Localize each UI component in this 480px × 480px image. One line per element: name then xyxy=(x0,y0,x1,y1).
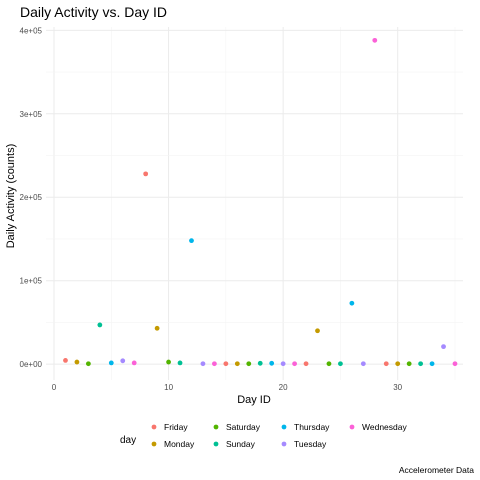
chart-title: Daily Activity vs. Day ID xyxy=(20,4,167,20)
data-point xyxy=(361,361,366,366)
data-point xyxy=(235,361,240,366)
y-tick-label: 4e+05 xyxy=(20,26,43,35)
data-point xyxy=(384,361,389,366)
legend: day Friday Monday Saturday Sunday Thursday Tu… xyxy=(120,422,407,449)
y-tick-label: 2e+05 xyxy=(20,193,43,202)
legend-key xyxy=(152,425,157,430)
legend-label: Sunday xyxy=(226,439,256,449)
data-point xyxy=(292,361,297,366)
legend-key xyxy=(214,425,219,430)
legend-label: Tuesday xyxy=(294,439,327,449)
data-point xyxy=(63,358,68,363)
y-tick-labels: 0e+00 1e+05 2e+05 3e+05 4e+05 xyxy=(20,26,43,369)
y-axis-title: Daily Activity (counts) xyxy=(5,144,17,249)
data-point xyxy=(212,361,217,366)
x-tick-label: 10 xyxy=(164,383,173,392)
legend-label: Monday xyxy=(164,439,195,449)
data-point xyxy=(281,361,286,366)
legend-key xyxy=(282,425,287,430)
data-point xyxy=(395,361,400,366)
data-point xyxy=(246,361,251,366)
data-point xyxy=(189,238,194,243)
y-tick-label: 1e+05 xyxy=(20,277,43,286)
grid-lines xyxy=(46,27,463,380)
data-point xyxy=(109,360,114,365)
data-point xyxy=(407,361,412,366)
y-tick-label: 0e+00 xyxy=(20,360,43,369)
data-point xyxy=(86,361,91,366)
data-point xyxy=(315,328,320,333)
legend-label: Thursday xyxy=(294,422,330,432)
x-tick-label: 0 xyxy=(52,383,57,392)
data-point xyxy=(143,171,148,176)
data-point xyxy=(201,361,206,366)
data-point xyxy=(75,360,80,365)
legend-key xyxy=(350,425,355,430)
data-point xyxy=(441,344,446,349)
data-point xyxy=(120,358,125,363)
data-point xyxy=(304,361,309,366)
data-point xyxy=(327,361,332,366)
data-point xyxy=(349,301,354,306)
data-point xyxy=(258,361,263,366)
legend-label: Wednesday xyxy=(362,422,407,432)
legend-label: Saturday xyxy=(226,422,261,432)
legend-key xyxy=(214,442,219,447)
data-point xyxy=(97,323,102,328)
data-point xyxy=(430,361,435,366)
data-point xyxy=(155,326,160,331)
legend-key xyxy=(282,442,287,447)
y-tick-label: 3e+05 xyxy=(20,110,43,119)
data-points xyxy=(63,38,457,366)
data-point xyxy=(223,361,228,366)
legend-key xyxy=(152,442,157,447)
data-point xyxy=(269,361,274,366)
data-point xyxy=(178,360,183,365)
legend-label: Friday xyxy=(164,422,188,432)
data-point xyxy=(372,38,377,43)
x-tick-label: 20 xyxy=(279,383,288,392)
data-point xyxy=(453,361,458,366)
x-axis-title: Day ID xyxy=(237,394,271,406)
x-tick-label: 30 xyxy=(393,383,402,392)
data-point xyxy=(166,360,171,365)
data-point xyxy=(418,361,423,366)
x-tick-labels: 0 10 20 30 xyxy=(52,383,403,392)
data-point xyxy=(132,360,137,365)
legend-title: day xyxy=(120,435,136,446)
data-point xyxy=(338,361,343,366)
chart-caption: Accelerometer Data xyxy=(399,465,474,475)
